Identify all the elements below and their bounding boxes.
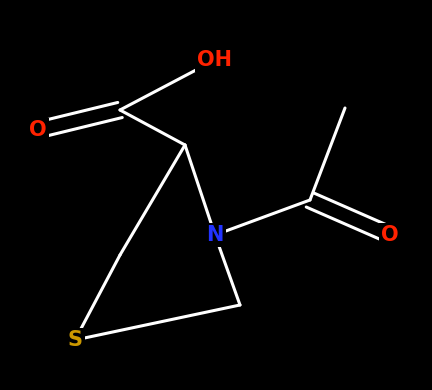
Text: OH: OH	[197, 50, 232, 70]
Text: O: O	[381, 225, 399, 245]
Text: S: S	[67, 330, 83, 350]
Text: O: O	[29, 120, 47, 140]
Text: N: N	[206, 225, 224, 245]
